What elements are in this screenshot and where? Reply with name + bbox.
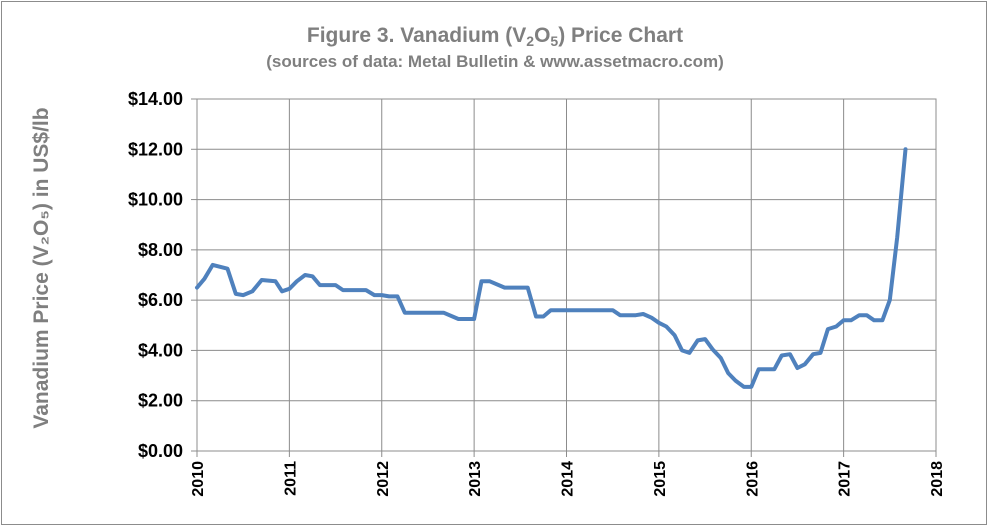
x-tick-label: 2011 — [282, 461, 299, 496]
y-tick-label: $2.00 — [138, 391, 183, 411]
axes — [191, 98, 937, 457]
y-tick-label: $12.00 — [128, 139, 183, 159]
chart-title: Figure 3. Vanadium (V2O5) Price Chart — [306, 24, 684, 49]
y-tick-label: $8.00 — [138, 240, 183, 260]
x-tick-label: 2017 — [837, 461, 854, 497]
x-tick-labels: 2010 2011 2012 2013 2014 2015 2016 2017 2018 — [190, 461, 946, 497]
x-tick-label: 2018 — [929, 461, 946, 497]
x-tick-label: 2012 — [375, 461, 392, 497]
y-tick-label: $4.00 — [138, 340, 183, 360]
y-tick-label: $0.00 — [138, 441, 183, 461]
series-line — [195, 147, 908, 389]
plot-area-border — [196, 98, 937, 452]
y-axis-label: Vanadium Price (V₂O₅) in US$/lb — [30, 107, 53, 428]
y-tick-label: $6.00 — [138, 290, 183, 310]
chart-subtitle: (sources of data: Metal Bulletin & www.a… — [266, 52, 724, 71]
y-tick-label: $10.00 — [128, 190, 183, 210]
y-tick-label: $14.00 — [128, 89, 183, 109]
y-tick-labels: $0.00 $2.00 $4.00 $6.00 $8.00 $10.00 $12.00 $14… — [128, 89, 183, 461]
x-tick-label: 2013 — [467, 461, 484, 497]
series-group — [195, 147, 908, 389]
x-tick-label: 2014 — [560, 461, 577, 497]
x-tick-label: 2016 — [744, 461, 761, 497]
x-tick-label: 2010 — [190, 461, 207, 497]
x-tick-label: 2015 — [652, 461, 669, 497]
